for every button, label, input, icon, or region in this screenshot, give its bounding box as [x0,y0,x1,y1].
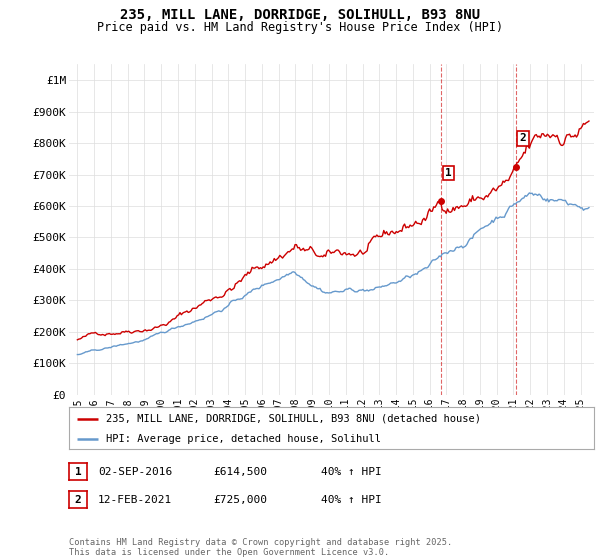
Text: 1: 1 [445,168,452,178]
Text: £614,500: £614,500 [213,466,267,477]
Text: 235, MILL LANE, DORRIDGE, SOLIHULL, B93 8NU (detached house): 235, MILL LANE, DORRIDGE, SOLIHULL, B93 … [106,414,481,424]
Text: Price paid vs. HM Land Registry's House Price Index (HPI): Price paid vs. HM Land Registry's House … [97,21,503,34]
Text: 12-FEB-2021: 12-FEB-2021 [98,494,172,505]
Text: 40% ↑ HPI: 40% ↑ HPI [321,494,382,505]
Text: Contains HM Land Registry data © Crown copyright and database right 2025.
This d: Contains HM Land Registry data © Crown c… [69,538,452,557]
Text: 40% ↑ HPI: 40% ↑ HPI [321,466,382,477]
Text: 235, MILL LANE, DORRIDGE, SOLIHULL, B93 8NU: 235, MILL LANE, DORRIDGE, SOLIHULL, B93 … [120,8,480,22]
Text: 02-SEP-2016: 02-SEP-2016 [98,466,172,477]
Text: £725,000: £725,000 [213,494,267,505]
Text: 1: 1 [74,466,82,477]
Text: 2: 2 [520,133,526,143]
Text: 2: 2 [74,494,82,505]
Text: HPI: Average price, detached house, Solihull: HPI: Average price, detached house, Soli… [106,433,381,444]
